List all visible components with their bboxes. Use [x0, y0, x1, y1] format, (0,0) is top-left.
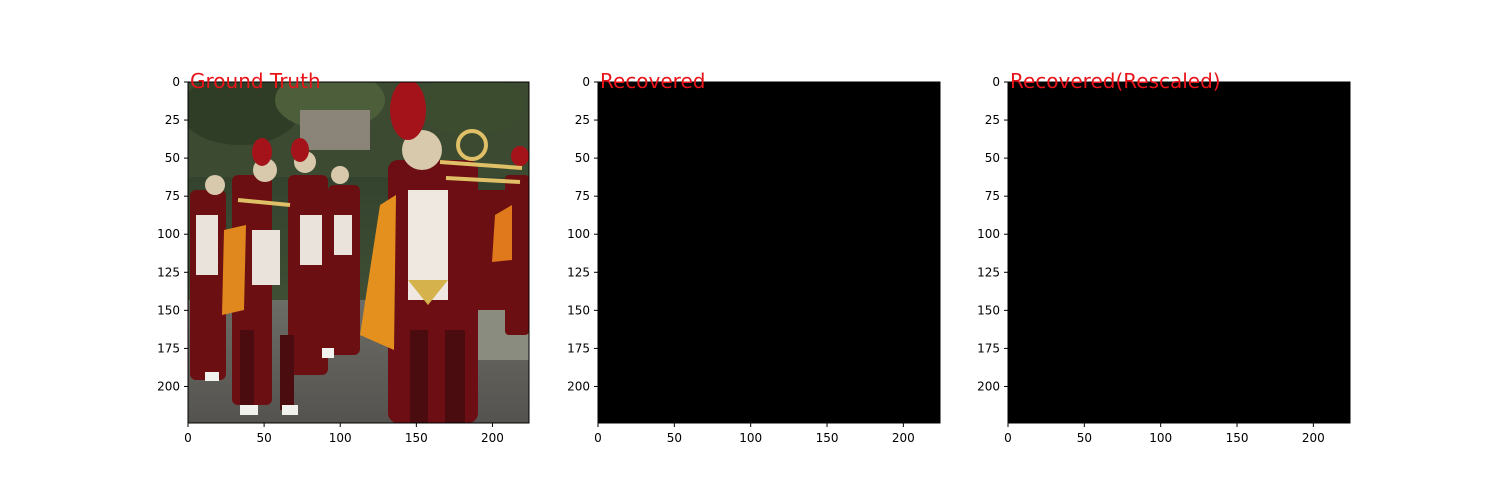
y-tick-label: 25 — [575, 113, 590, 127]
y-tick-label: 75 — [165, 189, 180, 203]
x-tick-label: 0 — [594, 431, 602, 445]
y-tick-label: 0 — [172, 75, 180, 89]
y-tick-label: 200 — [977, 379, 1000, 393]
x-tick-label: 50 — [667, 431, 682, 445]
y-tick-label: 125 — [567, 265, 590, 279]
x-tick-label: 200 — [481, 431, 504, 445]
axes-frame — [187, 81, 530, 424]
y-tick-label: 100 — [977, 227, 1000, 241]
x-tick-label: 150 — [405, 431, 428, 445]
y-tick-label: 25 — [985, 113, 1000, 127]
y-tick-label: 175 — [157, 341, 180, 355]
y-tick-label: 175 — [567, 341, 590, 355]
panel-title: Ground Truth — [190, 69, 321, 93]
x-tick-label: 200 — [892, 431, 915, 445]
x-tick-label: 50 — [1077, 431, 1092, 445]
y-tick-label: 150 — [567, 303, 590, 317]
y-tick-label: 50 — [165, 151, 180, 165]
panel-title: Recovered — [600, 69, 705, 93]
y-tick-label: 150 — [157, 303, 180, 317]
axes-frame — [1007, 81, 1351, 424]
recovered-rescaled-panel — [1008, 82, 1350, 423]
x-tick-label: 100 — [739, 431, 762, 445]
x-tick-label: 100 — [1149, 431, 1172, 445]
x-tick-label: 150 — [816, 431, 839, 445]
ground-truth-panel — [188, 82, 529, 423]
y-tick-label: 200 — [567, 379, 590, 393]
y-tick-label: 50 — [575, 151, 590, 165]
x-tick-label: 200 — [1302, 431, 1325, 445]
axes-2: 0 50 100 150 200 0 25 50 75 100 125 150 175 200 Recove… — [977, 69, 1351, 445]
y-tick-label: 75 — [575, 189, 590, 203]
y-tick-label: 150 — [977, 303, 1000, 317]
y-tick-label: 100 — [567, 227, 590, 241]
y-tick-label: 175 — [977, 341, 1000, 355]
y-tick-label: 100 — [157, 227, 180, 241]
x-tick-label: 150 — [1226, 431, 1249, 445]
y-tick-label: 125 — [157, 265, 180, 279]
y-tick-label: 125 — [977, 265, 1000, 279]
ground-truth-image — [188, 82, 529, 423]
axes-frame — [597, 81, 941, 424]
y-tick-label: 0 — [582, 75, 590, 89]
axes-1: 0 50 100 150 200 0 25 50 75 100 125 150 175 200 Recove… — [567, 69, 941, 445]
axes-layer: 0 50 100 150 200 0 25 50 75 100 125 150 175 200 Ground… — [157, 69, 1351, 445]
x-tick-label: 100 — [329, 431, 352, 445]
x-tick-label: 0 — [1004, 431, 1012, 445]
y-tick-label: 50 — [985, 151, 1000, 165]
x-tick-label: 50 — [256, 431, 271, 445]
recovered-rescaled-image — [1008, 82, 1350, 423]
panel-title: Recovered(Rescaled) — [1010, 69, 1221, 93]
x-tick-label: 0 — [184, 431, 192, 445]
y-tick-label: 25 — [165, 113, 180, 127]
recovered-image — [598, 82, 940, 423]
y-tick-label: 0 — [992, 75, 1000, 89]
axes-0: 0 50 100 150 200 0 25 50 75 100 125 150 175 200 Ground… — [157, 69, 530, 445]
y-tick-label: 75 — [985, 189, 1000, 203]
recovered-panel — [598, 82, 940, 423]
y-tick-label: 200 — [157, 379, 180, 393]
